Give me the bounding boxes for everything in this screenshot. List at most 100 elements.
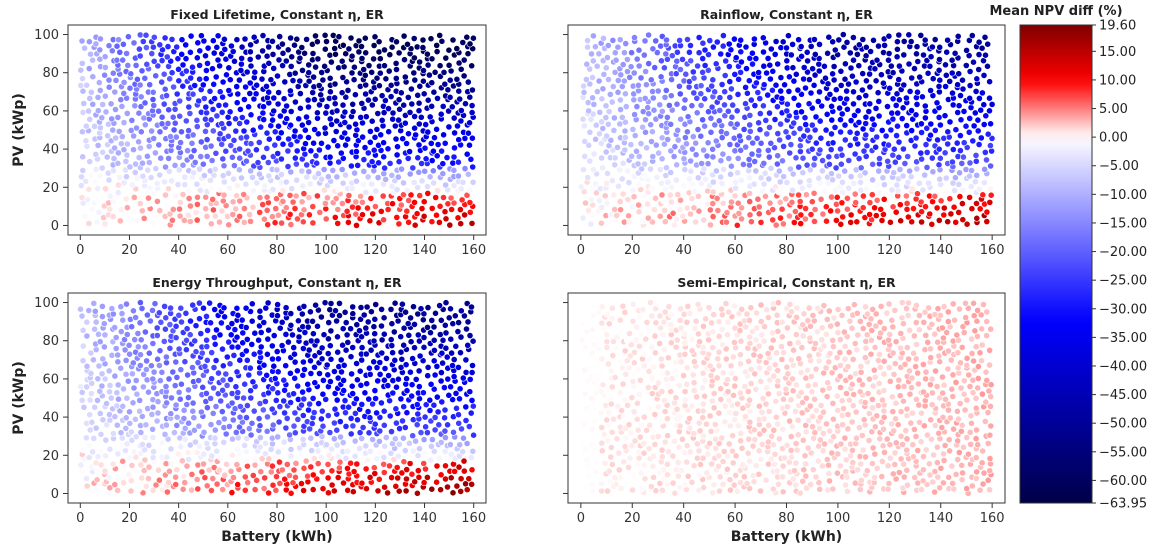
scatter-point [839, 188, 847, 196]
scatter-point [940, 204, 948, 212]
scatter-point [225, 184, 233, 192]
scatter-point [620, 77, 628, 85]
scatter-point [843, 473, 851, 481]
scatter-point [344, 218, 352, 226]
scatter-point [716, 487, 723, 495]
scatter-point [988, 101, 996, 108]
scatter-point [958, 421, 966, 429]
scatter-point [756, 364, 763, 372]
scatter-point [684, 128, 691, 136]
scatter-point [751, 158, 759, 165]
scatter-point [299, 182, 307, 190]
scatter-point [350, 63, 358, 71]
scatter-point [452, 389, 460, 397]
scatter-point [240, 191, 248, 198]
scatter-point [887, 218, 894, 226]
scatter-point [231, 326, 239, 333]
scatter-point [940, 457, 948, 464]
scatter-point [911, 142, 919, 150]
scatter-point [263, 129, 271, 137]
scatter-point [296, 77, 304, 85]
scatter-point [460, 72, 468, 80]
scatter-point [457, 333, 465, 341]
scatter-point [247, 111, 255, 119]
scatter-point [606, 478, 614, 486]
scatter-point [912, 134, 920, 142]
scatter-point [213, 447, 221, 455]
scatter-point [835, 172, 843, 180]
scatter-point [775, 390, 783, 397]
scatter-point [290, 390, 297, 398]
scatter-point [195, 377, 202, 384]
scatter-point [685, 83, 693, 91]
scatter-point [695, 192, 702, 200]
scatter-point [893, 132, 900, 139]
scatter-point [227, 42, 235, 50]
scatter-point [626, 454, 634, 462]
scatter-point [769, 67, 777, 75]
scatter-point [657, 73, 665, 81]
scatter-point [434, 141, 442, 148]
scatter-point [949, 89, 956, 97]
scatter-point [690, 74, 698, 82]
scatter-point [829, 176, 836, 184]
scatter-point [313, 109, 321, 117]
scatter-point [840, 405, 847, 412]
scatter-point [986, 467, 994, 475]
scatter-point [608, 428, 616, 436]
scatter-point [291, 205, 299, 212]
scatter-point [648, 138, 655, 145]
scatter-point [278, 466, 286, 474]
scatter-point [411, 113, 418, 120]
scatter-point [253, 476, 260, 484]
scatter-point [371, 420, 379, 428]
scatter-point [803, 191, 810, 199]
scatter-point [289, 331, 296, 339]
scatter-point [243, 462, 251, 470]
scatter-point [83, 81, 91, 89]
scatter-point [765, 364, 773, 372]
scatter-point [78, 312, 86, 320]
scatter-point [326, 88, 334, 96]
scatter-point [176, 198, 184, 206]
scatter-point [116, 174, 123, 181]
scatter-point [838, 397, 846, 405]
scatter-point [400, 32, 408, 40]
scatter-point [430, 357, 438, 365]
scatter-point [863, 77, 870, 85]
scatter-point [358, 479, 366, 487]
scatter-point [274, 301, 281, 308]
scatter-point [386, 462, 393, 470]
scatter-point [366, 447, 374, 455]
scatter-point [96, 338, 104, 346]
scatter-point [599, 381, 607, 389]
scatter-point [233, 192, 240, 200]
scatter-point [236, 403, 244, 410]
scatter-point [139, 159, 146, 167]
scatter-point [728, 113, 736, 121]
scatter-point [457, 185, 465, 193]
scatter-point [233, 36, 241, 44]
scatter-point [875, 380, 883, 387]
scatter-point [870, 36, 877, 44]
scatter-point [455, 59, 463, 67]
scatter-point [442, 299, 450, 307]
scatter-point [307, 337, 315, 345]
scatter-point [149, 454, 157, 461]
scatter-point [468, 134, 476, 142]
scatter-point [249, 187, 257, 194]
scatter-point [631, 132, 639, 139]
scatter-point [903, 412, 911, 420]
scatter-point [447, 450, 455, 458]
scatter-point [439, 103, 447, 110]
scatter-point [597, 409, 605, 417]
scatter-point [145, 463, 153, 471]
scatter-point [113, 56, 121, 64]
scatter-point [905, 60, 913, 68]
scatter-point [174, 450, 182, 458]
scatter-point [664, 178, 672, 186]
scatter-point [367, 308, 375, 316]
scatter-point [728, 162, 735, 170]
scatter-point [957, 116, 965, 124]
scatter-point [676, 82, 683, 90]
